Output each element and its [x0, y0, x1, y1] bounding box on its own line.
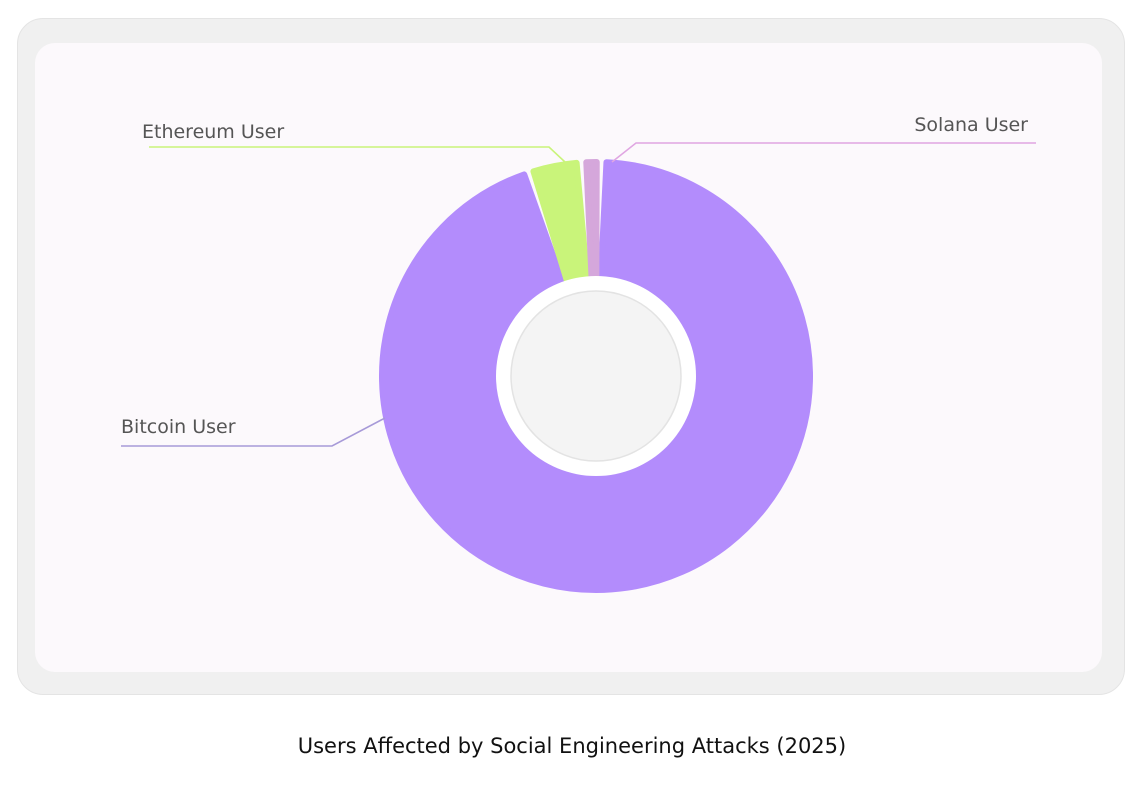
label-solana-user: Solana User [914, 114, 1028, 136]
leader-solana-user [611, 142, 1036, 163]
center-layer [496, 276, 696, 476]
label-bitcoin-user: Bitcoin User [121, 416, 236, 438]
labels-layer: Bitcoin User Ethereum User Solana User [121, 114, 1028, 438]
leaders-layer [121, 142, 1036, 447]
leader-bitcoin-user [121, 417, 386, 447]
chart-title: Users Affected by Social Engineering Att… [297, 734, 847, 758]
donut-hole-center [510, 290, 682, 462]
label-ethereum-user: Ethereum User [142, 121, 284, 143]
slice-solana-user [583, 159, 600, 280]
leader-ethereum-user [149, 146, 566, 163]
donut-chart: Bitcoin User Ethereum User Solana User [121, 114, 1036, 593]
